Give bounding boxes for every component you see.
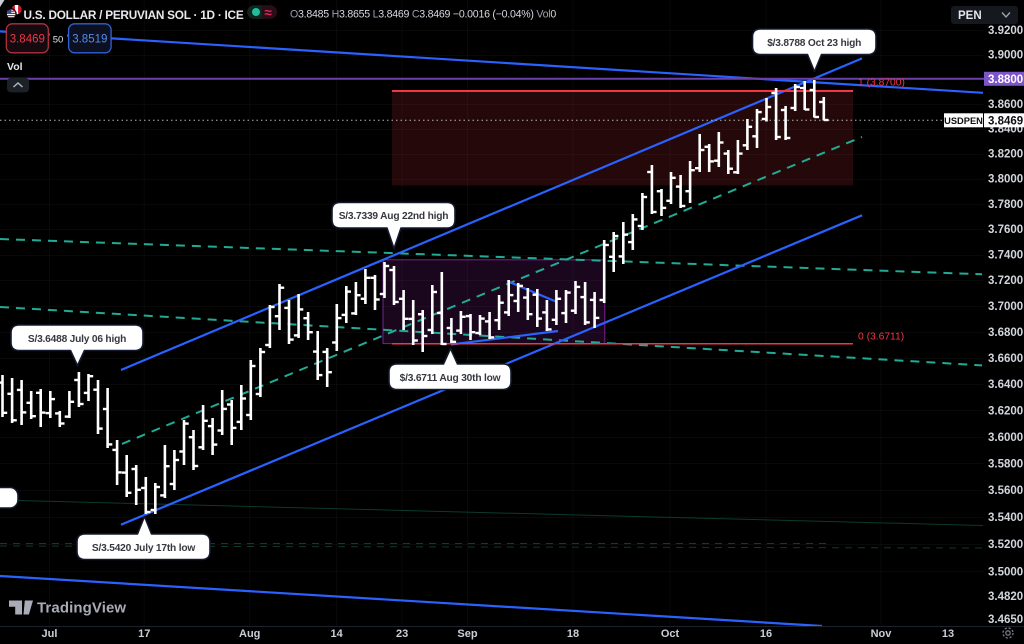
- svg-text:3.6800: 3.6800: [988, 327, 1023, 339]
- svg-text:0 (3.6711): 0 (3.6711): [858, 332, 904, 343]
- svg-text:Nov: Nov: [871, 628, 893, 640]
- svg-text:14: 14: [330, 628, 343, 640]
- svg-text:Aug: Aug: [239, 628, 260, 640]
- svg-text:3.4820: 3.4820: [988, 591, 1023, 603]
- svg-text:3.5600: 3.5600: [988, 485, 1023, 497]
- svg-text:S/3.5420 July 17th low: S/3.5420 July 17th low: [92, 543, 195, 554]
- svg-text:Jul: Jul: [42, 628, 58, 640]
- svg-text:13: 13: [942, 628, 954, 640]
- svg-text:PEN: PEN: [958, 10, 982, 22]
- svg-text:$/3.8788 Oct 23 high: $/3.8788 Oct 23 high: [767, 38, 861, 49]
- svg-text:USDPEN: USDPEN: [944, 116, 983, 126]
- svg-text:3.6200: 3.6200: [988, 405, 1023, 417]
- svg-text:3.8519: 3.8519: [72, 34, 107, 46]
- svg-text:18: 18: [567, 628, 579, 640]
- svg-text:3.8000: 3.8000: [988, 174, 1023, 186]
- svg-text:3.9000: 3.9000: [988, 50, 1023, 62]
- svg-text:3.8469: 3.8469: [988, 115, 1023, 127]
- svg-text:3.7400: 3.7400: [988, 250, 1023, 262]
- svg-text:3.6600: 3.6600: [988, 353, 1023, 365]
- svg-text:23: 23: [396, 628, 408, 640]
- svg-text:TradingView: TradingView: [37, 600, 126, 617]
- svg-text:≈: ≈: [265, 5, 273, 20]
- svg-text:3.8200: 3.8200: [988, 149, 1023, 161]
- svg-text:50: 50: [53, 35, 64, 46]
- svg-text:S/3.7339 Aug 22nd high: S/3.7339 Aug 22nd high: [339, 211, 449, 222]
- svg-text:16: 16: [760, 628, 772, 640]
- svg-text:U.S. DOLLAR / PERUVIAN SOL · 1: U.S. DOLLAR / PERUVIAN SOL · 1D · ICE: [24, 8, 244, 22]
- svg-text:Vol: Vol: [7, 61, 23, 73]
- svg-text:$/3.6711 Aug 30th low: $/3.6711 Aug 30th low: [400, 373, 501, 384]
- svg-text:3.5000: 3.5000: [988, 566, 1023, 578]
- svg-text:Oct: Oct: [661, 628, 680, 640]
- svg-text:3.9200: 3.9200: [988, 25, 1023, 37]
- svg-text:3.5400: 3.5400: [988, 512, 1023, 524]
- svg-text:Sep: Sep: [457, 628, 477, 640]
- svg-text:3.8469: 3.8469: [10, 34, 45, 46]
- svg-text:3.5800: 3.5800: [988, 458, 1023, 470]
- svg-text:3.8600: 3.8600: [988, 99, 1023, 111]
- svg-text:17: 17: [138, 628, 150, 640]
- svg-text:3.8800: 3.8800: [988, 74, 1023, 86]
- svg-text:3.4650: 3.4650: [988, 614, 1023, 626]
- svg-text:S/3.6488 July 06 high: S/3.6488 July 06 high: [28, 334, 126, 345]
- svg-text:1 (3.8700): 1 (3.8700): [858, 78, 905, 89]
- svg-text:3.5200: 3.5200: [988, 539, 1023, 551]
- svg-text:3.7000: 3.7000: [988, 301, 1023, 313]
- svg-text:3.6000: 3.6000: [988, 432, 1023, 444]
- svg-text:O3.8485 H3.8655 L3.8469 C3.846: O3.8485 H3.8655 L3.8469 C3.8469 −0.0016 …: [290, 9, 556, 21]
- svg-text:3.7600: 3.7600: [988, 224, 1023, 236]
- svg-text:3.6400: 3.6400: [988, 379, 1023, 391]
- svg-text:3.7200: 3.7200: [988, 275, 1023, 287]
- svg-text:3.7800: 3.7800: [988, 199, 1023, 211]
